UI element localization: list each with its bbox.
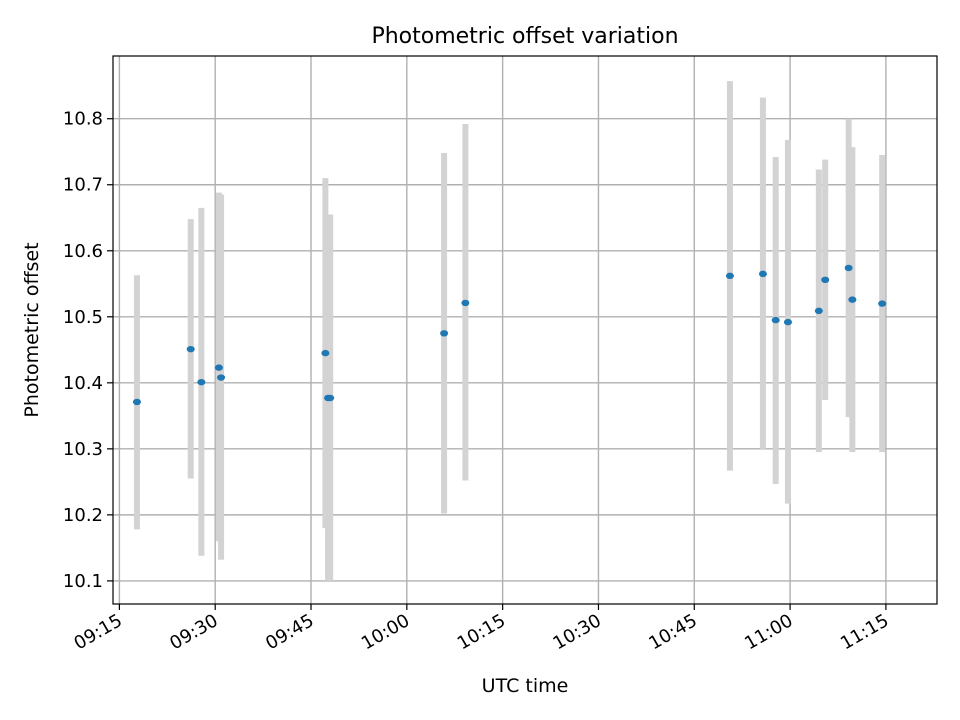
y-tick-label: 10.7 bbox=[63, 175, 103, 196]
data-point bbox=[821, 276, 830, 284]
data-point bbox=[814, 307, 823, 315]
y-tick-label: 10.4 bbox=[63, 373, 103, 394]
data-markers bbox=[132, 264, 887, 406]
data-point bbox=[771, 316, 780, 324]
y-tick-label: 10.1 bbox=[63, 571, 103, 592]
data-point bbox=[725, 272, 734, 280]
data-point bbox=[326, 394, 335, 402]
y-tick-label: 10.5 bbox=[63, 307, 103, 328]
data-point bbox=[197, 378, 206, 386]
x-axis-label: UTC time bbox=[482, 675, 569, 697]
data-point bbox=[848, 296, 857, 303]
data-point bbox=[878, 300, 887, 307]
data-point bbox=[321, 349, 330, 357]
y-tick-label: 10.6 bbox=[63, 241, 103, 262]
data-point bbox=[844, 264, 853, 272]
y-axis-label: Photometric offset bbox=[21, 242, 43, 417]
data-point bbox=[132, 398, 141, 406]
y-tick-label: 10.2 bbox=[63, 505, 103, 526]
data-point bbox=[186, 345, 195, 353]
plot-frame bbox=[112, 55, 938, 605]
y-tick-label: 10.3 bbox=[63, 439, 103, 460]
data-point bbox=[440, 330, 449, 337]
data-point bbox=[214, 364, 223, 371]
data-point bbox=[783, 318, 792, 326]
data-point bbox=[217, 374, 226, 381]
chart-title: Photometric offset variation bbox=[371, 24, 678, 49]
data-point bbox=[461, 299, 470, 307]
y-axis-ticks: 10.1 10.2 10.3 10.4 10.5 10.6 10.7 10.8 bbox=[63, 109, 113, 592]
data-point bbox=[758, 270, 767, 278]
y-tick-label: 10.8 bbox=[63, 109, 103, 130]
